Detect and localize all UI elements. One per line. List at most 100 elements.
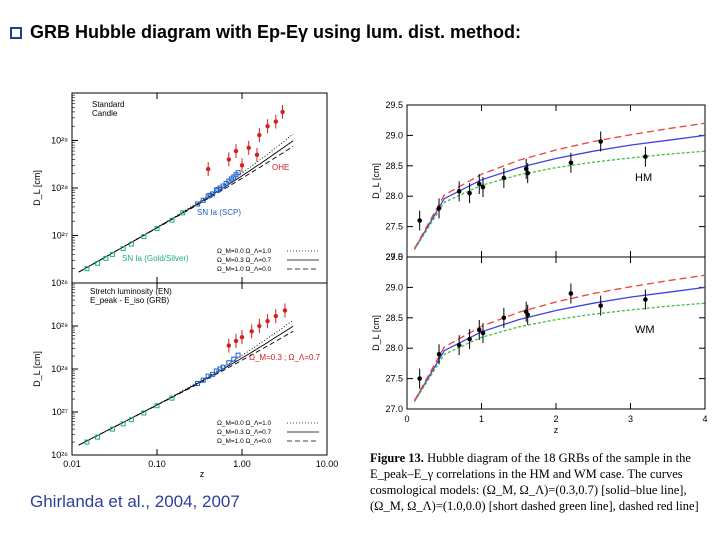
grb-point <box>417 376 422 381</box>
grb-point <box>476 327 482 333</box>
model-curve <box>78 319 294 446</box>
data-point <box>249 329 254 334</box>
slide-title-text: GRB Hubble diagram with Ep-Eγ using lum.… <box>30 22 522 42</box>
y-tick-label: 28.0 <box>385 191 403 201</box>
x-tick-label: 0 <box>404 414 409 424</box>
y-axis-label: D_L [cm] <box>32 351 42 387</box>
data-point <box>254 152 260 157</box>
data-point <box>205 166 211 172</box>
y-tick-label: 10²⁶ <box>51 450 68 460</box>
y-tick-label: 29.5 <box>385 252 403 262</box>
data-point <box>280 109 285 115</box>
grb-point <box>467 190 472 196</box>
left-top-chart: 10²⁶ 10²⁷ 10²⁸ 10²⁹ D_L [cm] Ω_M=0.0 Ω_Λ=1.0 Ω… <box>32 92 328 288</box>
legend-text: Ω_M=1.0 Ω_Λ=0.0 <box>217 438 272 445</box>
panel-label: WM <box>635 324 655 336</box>
grb-point <box>643 154 648 159</box>
data-point <box>265 318 270 324</box>
x-axis-label: z <box>554 425 559 435</box>
data-point <box>226 343 232 348</box>
grb-point <box>476 181 482 187</box>
data-point <box>141 234 147 240</box>
data-point <box>95 434 101 440</box>
grb-point <box>456 342 462 348</box>
data-point <box>233 148 239 154</box>
grb-point <box>525 312 530 318</box>
data-point <box>207 192 213 198</box>
data-point <box>257 323 262 329</box>
model-curve <box>413 122 706 249</box>
data-point <box>120 421 126 427</box>
legend-text: Ω_M=0.0 Ω_Λ=1.0 <box>217 248 272 255</box>
grb-point <box>598 139 603 144</box>
data-point <box>235 352 241 358</box>
data-point <box>210 191 216 197</box>
right-top-chart: 27.0 27.5 28.0 28.5 29.0 29.5 D_L [cm] HM <box>371 100 706 262</box>
x-tick-label: 3 <box>628 414 633 424</box>
grb-point <box>643 297 648 302</box>
y-tick-label: 10²⁶ <box>51 278 68 288</box>
y-tick-label: 27.5 <box>385 222 403 232</box>
data-point <box>154 226 160 232</box>
data-point <box>282 308 288 313</box>
grb-point <box>568 291 574 296</box>
y-tick-label: 10²⁷ <box>52 407 68 417</box>
y-axis-label: D_L [cm] <box>371 163 381 199</box>
data-point <box>154 403 160 409</box>
data-point <box>195 381 201 387</box>
data-point <box>120 246 126 252</box>
data-point <box>84 439 90 445</box>
x-tick-label: 10.00 <box>316 459 339 469</box>
data-point <box>95 260 101 266</box>
model-curve <box>413 134 706 250</box>
sn-gold-label: SN Ia (Gold/Silver) <box>122 254 189 263</box>
plot-frame <box>406 104 706 258</box>
caption-text: Hubble diagram of the 18 GRBs of the sam… <box>370 451 699 513</box>
data-point <box>235 170 241 176</box>
caption-figure-label: Figure 13. <box>370 451 424 465</box>
slide-title: GRB Hubble diagram with Ep-Eγ using lum.… <box>10 22 521 43</box>
data-point <box>169 395 175 401</box>
data-point <box>273 313 279 319</box>
legend-text: Ω_M=0.3 Ω_Λ=0.7 <box>217 257 272 264</box>
grb-point <box>456 189 462 194</box>
data-point <box>200 197 206 203</box>
grb-point <box>417 218 422 223</box>
legend-text: Ω_M=0.3 Ω_Λ=0.7 <box>217 429 272 436</box>
sn-ia-label: SN Ia (SCP) <box>197 208 241 217</box>
model-curve <box>413 286 706 402</box>
x-tick-label: 0.10 <box>148 459 166 469</box>
y-tick-label: 28.0 <box>385 343 403 353</box>
x-tick-label: 0.01 <box>63 459 81 469</box>
right-bottom-chart: 27.0 27.5 28.0 28.5 29.0 29.5 D_L [cm] WM 0 1 2 3 4 z <box>371 252 708 435</box>
data-point <box>200 377 206 383</box>
y-tick-label: 10²⁹ <box>51 136 68 146</box>
left-bottom-chart: 10²⁶ 10²⁷ 10²⁸ 10²⁹ D_L [cm] Ω_M=0.0 Ω_Λ=1.0 Ω… <box>32 282 339 479</box>
data-point <box>110 426 116 432</box>
x-tick-label: 2 <box>553 414 558 424</box>
data-point <box>195 201 201 207</box>
data-point <box>141 410 147 416</box>
y-tick-label: 27.0 <box>385 404 403 414</box>
data-point <box>169 217 175 223</box>
data-point <box>239 334 245 340</box>
x-tick-label: 1 <box>479 414 484 424</box>
y-tick-label: 27.5 <box>385 374 403 384</box>
grb-point <box>436 351 442 357</box>
data-point <box>84 266 90 272</box>
plot-frame <box>71 92 328 284</box>
y-tick-label: 28.5 <box>385 161 403 171</box>
y-tick-label: 29.0 <box>385 282 403 292</box>
y-tick-label: 10²⁷ <box>52 231 68 241</box>
data-point <box>233 338 239 344</box>
y-tick-label: 28.5 <box>385 313 403 323</box>
data-point <box>220 183 226 189</box>
ohe-label: OHE <box>272 163 289 172</box>
checkbox-bullet-icon <box>10 27 22 39</box>
data-point <box>210 371 216 377</box>
data-point <box>110 251 116 257</box>
standard-candle-label: Standard <box>92 100 124 109</box>
data-point <box>128 241 134 247</box>
data-point <box>128 417 134 423</box>
omega-label: Ω_M=0.3 ; Ω_Λ=0.7 <box>249 353 321 362</box>
